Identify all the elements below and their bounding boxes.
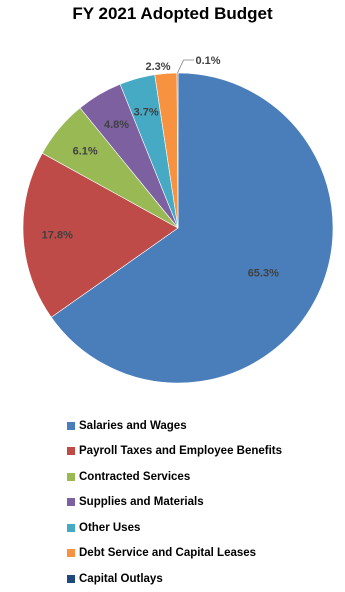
legend-item-supplies-and-materials: Supplies and Materials	[67, 490, 282, 516]
pie-slice-capital-outlays	[176, 72, 179, 229]
legend-item-debt-service-and-capital-leases: Debt Service and Capital Leases	[67, 541, 282, 567]
legend-swatch	[67, 421, 75, 430]
chart-legend: Salaries and Wages Payroll Taxes and Empl…	[67, 413, 282, 592]
data-label-contracted-services: 6.1%	[73, 146, 98, 158]
legend-item-payroll-taxes-and-employee-benefits: Payroll Taxes and Employee Benefits	[67, 439, 282, 465]
data-label-other-uses: 3.7%	[134, 106, 159, 118]
legend-swatch	[67, 472, 75, 481]
legend-swatch	[67, 498, 75, 507]
pie-slice-payroll-taxes-and-employee-benefits	[22, 152, 179, 318]
legend-label: Contracted Services	[79, 470, 191, 483]
legend-item-contracted-services: Contracted Services	[67, 464, 282, 490]
legend-swatch	[67, 549, 75, 558]
legend-swatch	[67, 523, 75, 532]
data-label-salaries-and-wages: 65.3%	[248, 267, 279, 279]
legend-label: Supplies and Materials	[79, 496, 204, 509]
legend-swatch	[67, 447, 75, 456]
pie-chart: 65.3% 17.8% 6.1% 4.8% 3.7% 2.3% 0.1%	[22, 55, 334, 384]
legend-label: Payroll Taxes and Employee Benefits	[79, 445, 283, 458]
data-label-capital-outlays: 0.1%	[195, 55, 220, 67]
legend-label: Other Uses	[79, 521, 141, 534]
legend-label: Salaries and Wages	[79, 419, 187, 432]
data-label-supplies-and-materials: 4.8%	[104, 119, 129, 131]
pie-slice-salaries-and-wages	[50, 72, 334, 384]
data-label-debt-service-and-capital-leases: 2.3%	[145, 61, 170, 73]
leader-line-capital-outlays	[177, 59, 194, 74]
chart-title: FY 2021 Adopted Budget	[72, 4, 273, 23]
legend-item-other-uses: Other Uses	[67, 515, 282, 541]
legend-item-salaries-and-wages: Salaries and Wages	[67, 413, 282, 439]
legend-label: Debt Service and Capital Leases	[79, 547, 257, 560]
data-label-payroll-taxes-and-employee-benefits: 17.8%	[42, 230, 73, 242]
